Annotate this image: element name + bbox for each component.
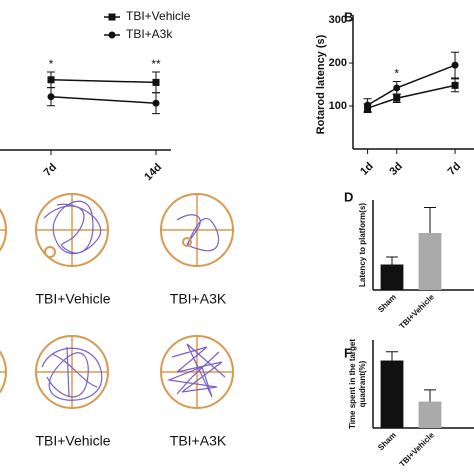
- panel-label: D: [344, 189, 353, 204]
- series-line: [50, 95, 157, 104]
- x-tick-label: 3d: [387, 160, 405, 178]
- legend-label: TBI+Vehicle: [126, 9, 191, 23]
- x-tick-label: Sham: [376, 293, 398, 315]
- annotation: *: [394, 67, 399, 81]
- maze-caption: TBI+A3K: [170, 291, 227, 307]
- marker: [152, 99, 160, 107]
- maze-images: [0, 193, 234, 409]
- x-tick-label: TBI+Vehicle: [398, 292, 437, 331]
- y-tick-label: 200: [329, 57, 347, 69]
- panel-label: F: [344, 345, 352, 360]
- legend-marker: [108, 31, 116, 39]
- y-axis-label: Rotarod latency (s): [315, 34, 327, 134]
- marker: [393, 84, 401, 92]
- maze: [160, 335, 234, 409]
- y-axis-label: Time spent in the target: [348, 339, 357, 429]
- x-tick-label: 1d: [358, 160, 376, 178]
- maze-caption: TBI+A3K: [170, 433, 227, 449]
- x-tick-label: TBI+Vehicle: [398, 430, 437, 469]
- maze: [0, 350, 7, 394]
- legend-marker: [108, 13, 116, 21]
- y-tick-label: 100: [329, 100, 347, 112]
- marker: [451, 61, 459, 69]
- marker: [47, 93, 55, 101]
- marker: [451, 81, 459, 89]
- maze: [0, 208, 7, 252]
- bar: [380, 360, 404, 428]
- series-line: [367, 64, 456, 106]
- bar: [380, 264, 404, 290]
- bar: [418, 401, 442, 428]
- marker: [364, 104, 372, 112]
- error-bar: [424, 389, 436, 402]
- error-bar: [386, 256, 398, 265]
- series-line: [50, 79, 157, 84]
- maze: [160, 193, 234, 267]
- y-tick-label: 300: [329, 14, 347, 26]
- error-bar: [386, 351, 398, 361]
- x-tick-label: 14d: [142, 161, 164, 183]
- bar: [418, 233, 442, 290]
- panel-label: B: [344, 9, 353, 24]
- x-tick-label: Sham: [376, 431, 398, 453]
- maze-caption: TBI+Vehicle: [35, 291, 110, 307]
- y-axis-label: quadrant(%): [358, 360, 367, 407]
- marker: [393, 94, 401, 102]
- annotation: *: [49, 57, 54, 71]
- annotation: **: [151, 57, 161, 71]
- y-axis-label: Latency to platform(s): [358, 203, 367, 287]
- maze-caption: TBI+Vehicle: [35, 433, 110, 449]
- error-bar: [424, 207, 436, 233]
- marker: [152, 78, 160, 86]
- x-tick-label: 7d: [42, 161, 60, 179]
- maze: [35, 335, 109, 409]
- x-tick-label: 7d: [446, 160, 464, 178]
- legend-label: TBI+A3k: [126, 27, 173, 41]
- maze: [35, 193, 109, 267]
- marker: [47, 76, 55, 84]
